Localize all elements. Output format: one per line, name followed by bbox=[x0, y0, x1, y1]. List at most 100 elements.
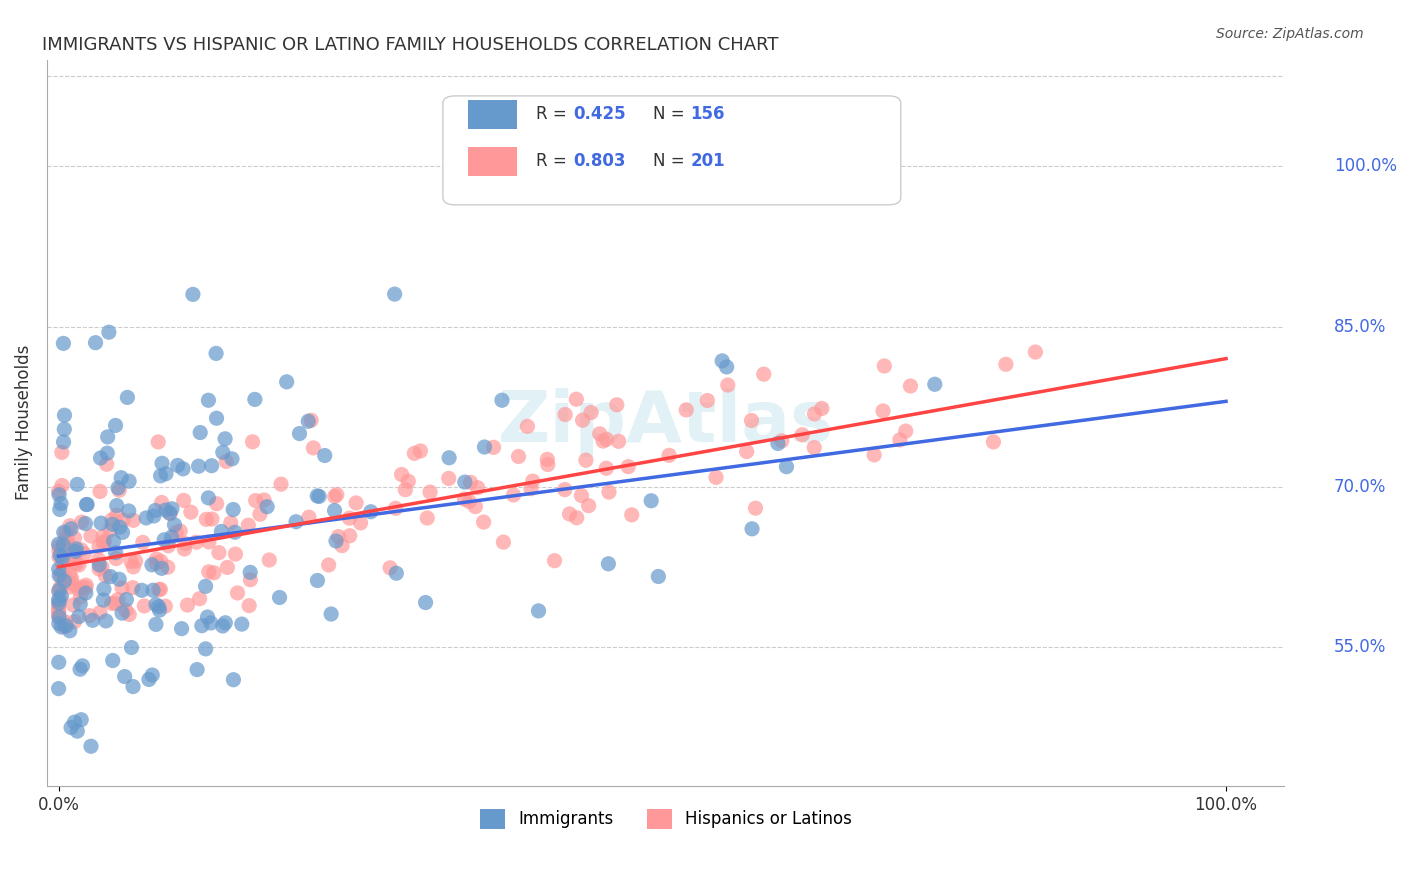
Hispanics or Latinos bbox=[62, 598, 84, 612]
Immigrants bbox=[224, 525, 246, 540]
Immigrants bbox=[52, 538, 75, 552]
Immigrants bbox=[111, 606, 134, 620]
Hispanics or Latinos bbox=[201, 512, 224, 526]
Hispanics or Latinos bbox=[384, 501, 406, 516]
Immigrants bbox=[76, 498, 98, 512]
Immigrants bbox=[160, 501, 183, 516]
Hispanics or Latinos bbox=[502, 488, 524, 502]
Hispanics or Latinos bbox=[145, 556, 167, 570]
Immigrants bbox=[59, 624, 82, 638]
Hispanics or Latinos bbox=[48, 610, 70, 624]
Text: 0.425: 0.425 bbox=[572, 105, 626, 123]
Immigrants bbox=[142, 583, 165, 598]
Immigrants bbox=[90, 516, 112, 530]
Immigrants bbox=[66, 724, 89, 739]
Hispanics or Latinos bbox=[70, 542, 93, 557]
Hispanics or Latinos bbox=[299, 413, 322, 427]
Immigrants bbox=[214, 432, 236, 446]
Immigrants bbox=[84, 335, 107, 350]
Hispanics or Latinos bbox=[460, 475, 482, 490]
Immigrants bbox=[325, 533, 347, 548]
Immigrants bbox=[53, 408, 76, 422]
Hispanics or Latinos bbox=[55, 525, 77, 540]
Hispanics or Latinos bbox=[409, 444, 432, 458]
Hispanics or Latinos bbox=[328, 530, 350, 544]
Immigrants bbox=[197, 491, 219, 505]
Immigrants bbox=[49, 496, 72, 510]
Legend: Immigrants, Hispanics or Latinos: Immigrants, Hispanics or Latinos bbox=[472, 802, 859, 836]
Immigrants bbox=[51, 620, 73, 634]
Immigrants bbox=[135, 511, 157, 525]
Hispanics or Latinos bbox=[245, 493, 267, 508]
Immigrants bbox=[741, 522, 763, 536]
Hispanics or Latinos bbox=[803, 441, 825, 455]
Immigrants bbox=[108, 520, 131, 534]
Hispanics or Latinos bbox=[889, 433, 911, 447]
Hispanics or Latinos bbox=[579, 405, 602, 419]
Hispanics or Latinos bbox=[118, 607, 141, 622]
Hispanics or Latinos bbox=[811, 401, 834, 416]
Hispanics or Latinos bbox=[49, 569, 72, 583]
Immigrants bbox=[231, 617, 253, 632]
Hispanics or Latinos bbox=[51, 541, 73, 556]
Hispanics or Latinos bbox=[598, 485, 620, 500]
Immigrants bbox=[121, 640, 143, 655]
FancyBboxPatch shape bbox=[443, 96, 901, 205]
Hispanics or Latinos bbox=[339, 529, 361, 543]
Immigrants bbox=[205, 411, 228, 425]
Hispanics or Latinos bbox=[63, 531, 86, 545]
Hispanics or Latinos bbox=[467, 481, 489, 495]
Immigrants bbox=[63, 715, 86, 730]
Immigrants bbox=[222, 673, 245, 687]
Hispanics or Latinos bbox=[63, 549, 86, 564]
Hispanics or Latinos bbox=[75, 581, 97, 595]
Immigrants bbox=[69, 662, 91, 676]
Hispanics or Latinos bbox=[717, 378, 740, 392]
Hispanics or Latinos bbox=[238, 599, 260, 613]
Hispanics or Latinos bbox=[492, 535, 515, 549]
Hispanics or Latinos bbox=[238, 518, 260, 533]
Hispanics or Latinos bbox=[215, 454, 238, 468]
Hispanics or Latinos bbox=[48, 549, 70, 564]
Immigrants bbox=[104, 546, 127, 560]
Hispanics or Latinos bbox=[49, 545, 72, 559]
Hispanics or Latinos bbox=[620, 508, 643, 522]
Hispanics or Latinos bbox=[994, 357, 1017, 371]
Hispanics or Latinos bbox=[96, 457, 118, 471]
Hispanics or Latinos bbox=[52, 553, 75, 567]
Immigrants bbox=[48, 592, 70, 607]
Immigrants bbox=[159, 506, 181, 520]
Immigrants bbox=[141, 558, 163, 572]
Immigrants bbox=[52, 525, 75, 540]
Text: IMMIGRANTS VS HISPANIC OR LATINO FAMILY HOUSEHOLDS CORRELATION CHART: IMMIGRANTS VS HISPANIC OR LATINO FAMILY … bbox=[42, 36, 779, 54]
Immigrants bbox=[48, 609, 70, 624]
Hispanics or Latinos bbox=[165, 525, 187, 540]
Hispanics or Latinos bbox=[176, 598, 198, 612]
Immigrants bbox=[150, 561, 173, 575]
Immigrants bbox=[385, 566, 408, 581]
Hispanics or Latinos bbox=[198, 565, 221, 579]
Hispanics or Latinos bbox=[111, 581, 134, 595]
Immigrants bbox=[527, 604, 550, 618]
Hispanics or Latinos bbox=[63, 615, 86, 629]
Hispanics or Latinos bbox=[592, 434, 614, 448]
Hispanics or Latinos bbox=[437, 471, 460, 485]
Immigrants bbox=[197, 610, 219, 624]
Hispanics or Latinos bbox=[156, 560, 179, 574]
Immigrants bbox=[307, 489, 329, 503]
Immigrants bbox=[211, 619, 233, 633]
Hispanics or Latinos bbox=[79, 608, 101, 623]
Immigrants bbox=[100, 569, 122, 583]
Immigrants bbox=[48, 568, 70, 582]
Text: N =: N = bbox=[654, 105, 690, 123]
Immigrants bbox=[276, 375, 298, 389]
Hispanics or Latinos bbox=[173, 542, 195, 557]
Hispanics or Latinos bbox=[205, 497, 228, 511]
Hispanics or Latinos bbox=[155, 599, 177, 614]
Text: 201: 201 bbox=[690, 153, 725, 170]
Text: R =: R = bbox=[536, 153, 572, 170]
Hispanics or Latinos bbox=[56, 531, 79, 545]
Immigrants bbox=[269, 591, 291, 605]
Immigrants bbox=[51, 550, 73, 565]
Hispanics or Latinos bbox=[735, 444, 758, 458]
